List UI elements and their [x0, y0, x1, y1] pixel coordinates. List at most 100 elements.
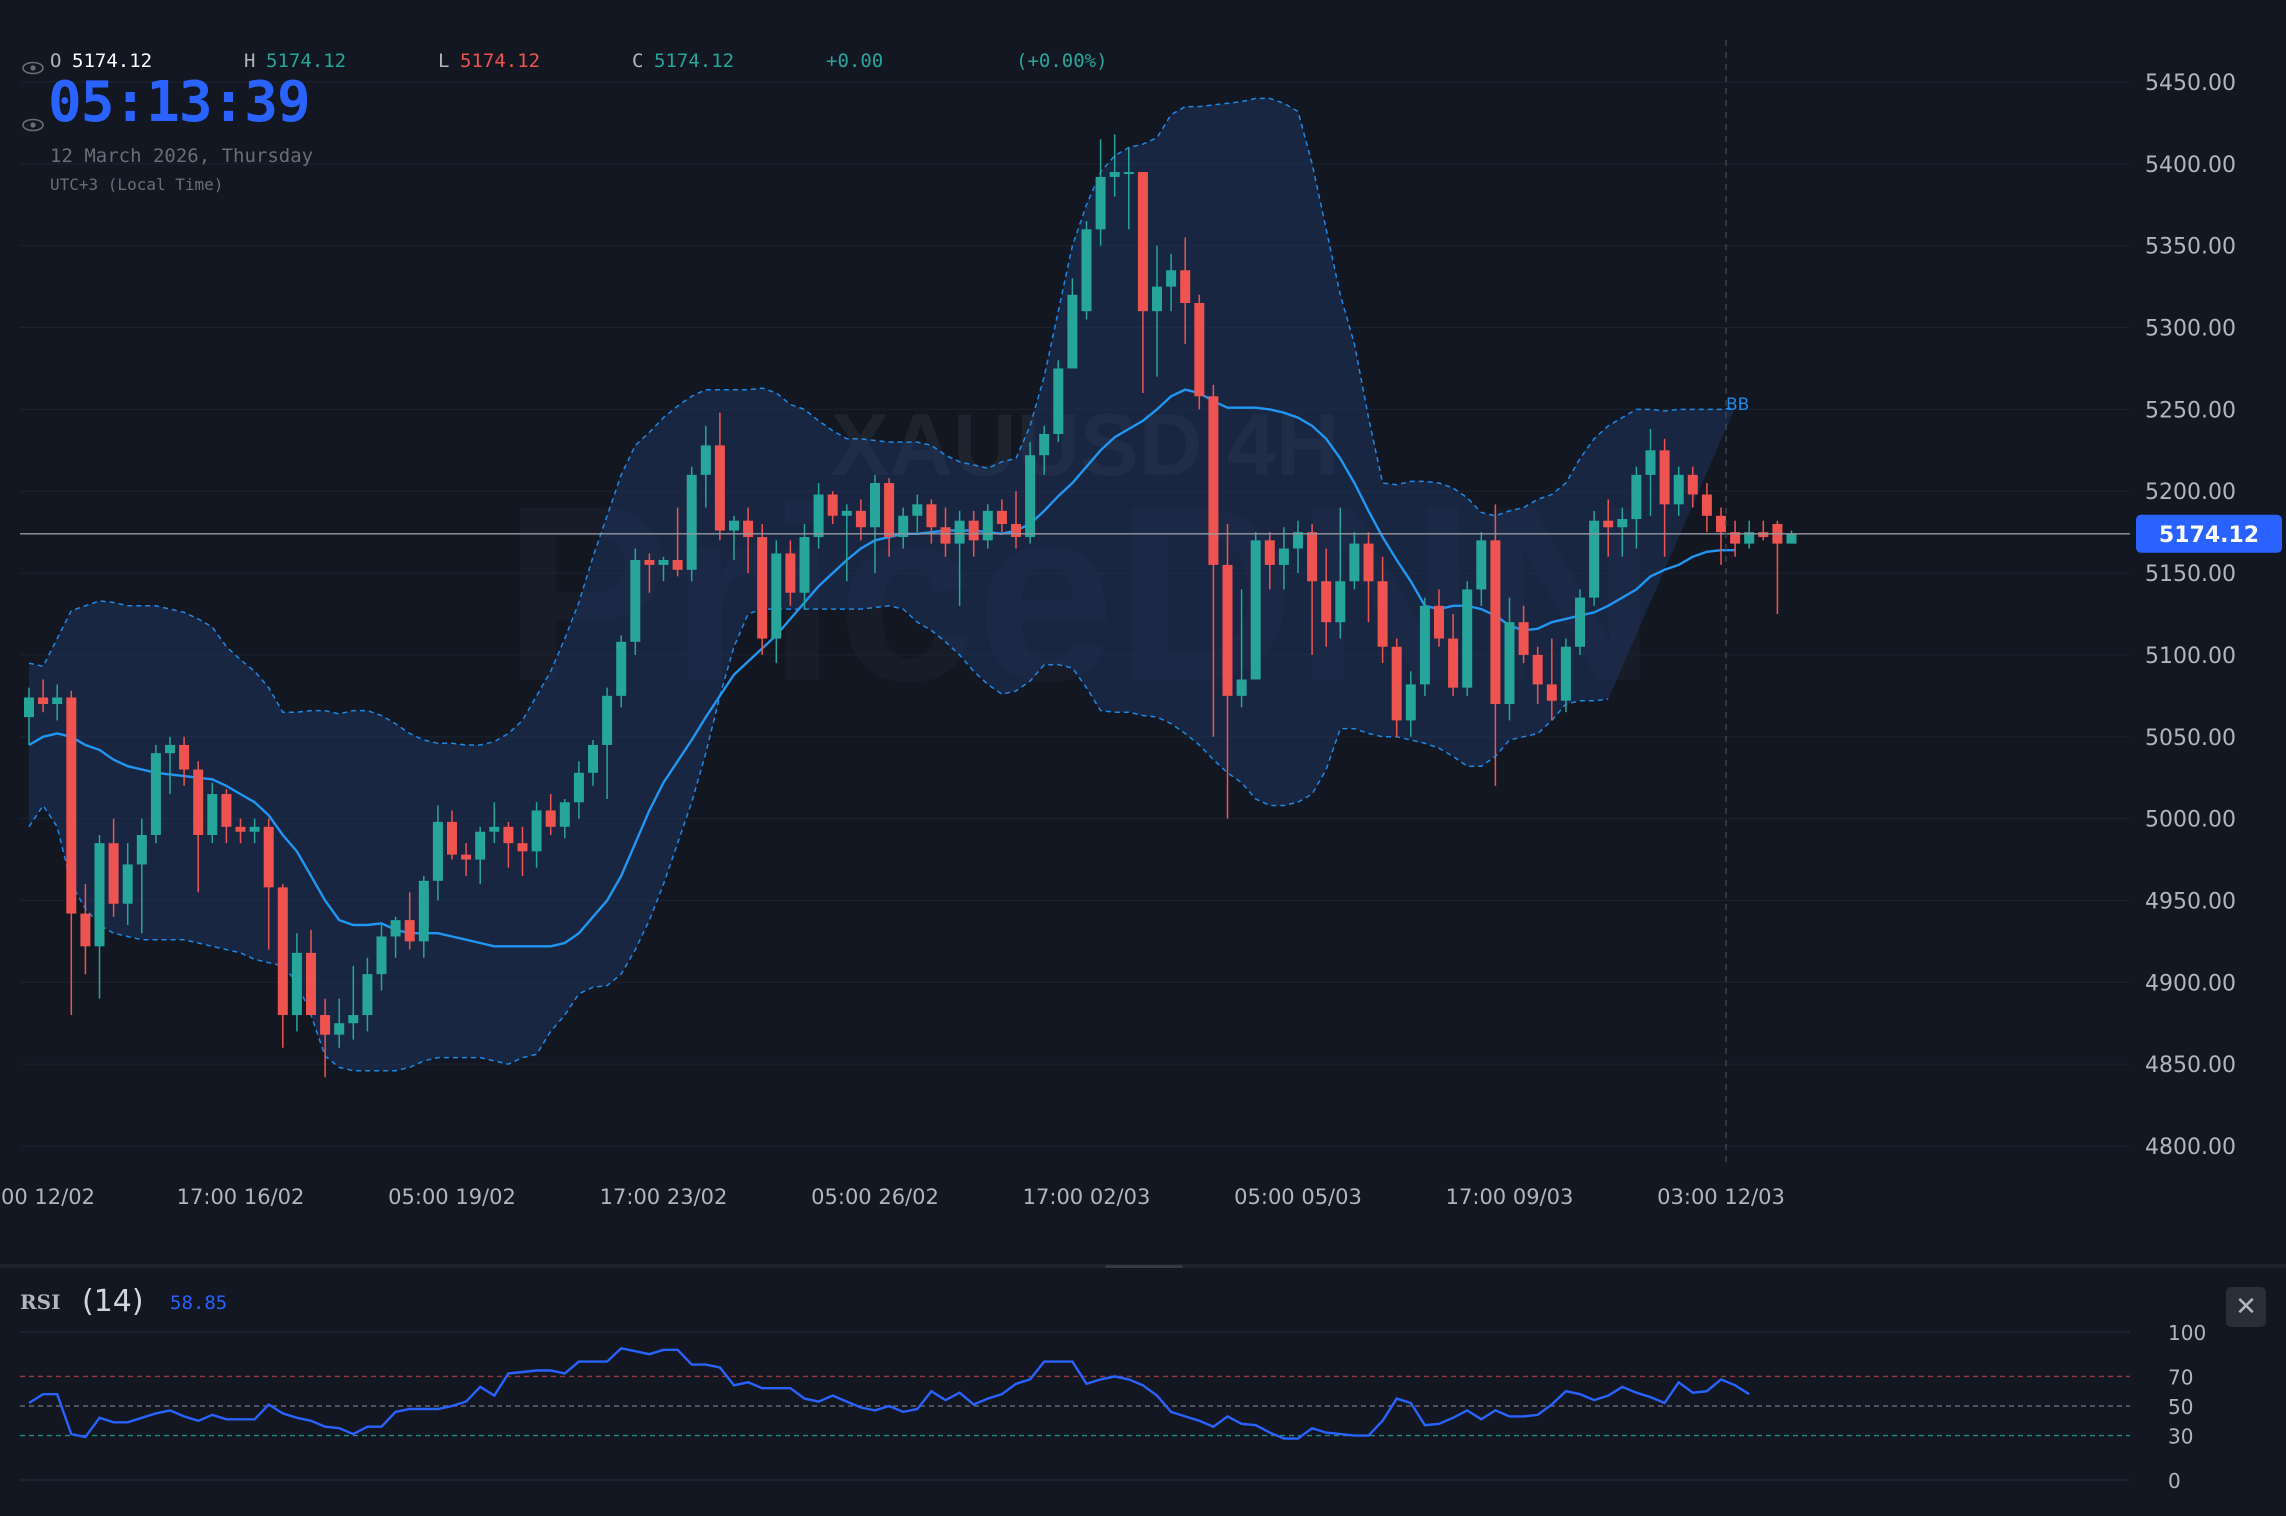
y-axis-tick: 5250.00	[2145, 398, 2236, 423]
candle-body	[1321, 581, 1332, 623]
candle-body	[1194, 302, 1205, 397]
indicator-label: BB	[1726, 395, 1749, 415]
rsi-y-tick: 100	[2168, 1321, 2206, 1345]
candle	[376, 925, 387, 991]
candle-body	[1490, 540, 1501, 705]
candle-body	[263, 826, 274, 888]
candle-body	[517, 843, 528, 852]
candle	[150, 744, 161, 844]
candle	[1419, 597, 1430, 696]
candle	[1504, 597, 1515, 721]
eye-icon[interactable]	[22, 61, 44, 75]
candle-body	[1025, 455, 1036, 538]
candle	[108, 818, 119, 917]
candle-body	[447, 821, 457, 855]
candle-body	[122, 864, 133, 904]
candle-body	[658, 559, 669, 565]
candle	[1462, 581, 1473, 696]
rsi-pane[interactable]: 100 70 50 30 0	[0, 1268, 2286, 1516]
candle-body	[884, 483, 895, 538]
candle-body	[1546, 684, 1557, 701]
candle	[1025, 442, 1036, 544]
clock-date: 12 March 2026, Thursday	[50, 145, 314, 167]
candle-body	[686, 474, 697, 570]
candle-body	[94, 843, 105, 947]
candle	[1208, 384, 1219, 737]
candle	[799, 523, 810, 610]
candle-body	[249, 826, 260, 832]
watermark-symbol: XAUUSD 4H	[831, 395, 1340, 494]
candle	[982, 504, 993, 549]
candle	[1673, 466, 1684, 516]
eye-icon[interactable]	[22, 118, 44, 132]
candle	[898, 507, 909, 549]
candle	[1589, 510, 1600, 606]
rsi-value: 58.85	[170, 1292, 228, 1314]
candle	[912, 494, 923, 533]
candle-body	[1053, 368, 1064, 434]
y-axis-tick: 4950.00	[2145, 889, 2236, 914]
candle	[503, 821, 514, 868]
candle-body	[1687, 474, 1698, 495]
candle	[1011, 491, 1021, 549]
candle	[80, 884, 91, 975]
candle-body	[432, 821, 443, 881]
candle	[517, 826, 528, 876]
candle-body	[630, 559, 641, 642]
candle	[700, 425, 711, 508]
candle	[136, 818, 147, 934]
candle-body	[799, 537, 810, 593]
candle-body	[1575, 597, 1585, 647]
candle-body	[1462, 589, 1473, 688]
candle-body	[1180, 270, 1191, 303]
candle	[757, 523, 768, 655]
candle-body	[1137, 172, 1148, 312]
candle-body	[1730, 532, 1741, 544]
candle-body	[616, 641, 627, 696]
bollinger-upper-line	[28, 97, 1736, 746]
candle-body	[1208, 396, 1219, 565]
candle-body	[644, 559, 655, 565]
candle	[686, 466, 697, 582]
candle	[1180, 237, 1191, 344]
candle-body	[1250, 540, 1261, 680]
candle	[588, 740, 598, 786]
candle-body	[404, 920, 415, 942]
candle	[1123, 147, 1134, 230]
candle	[644, 553, 655, 593]
ohlc-low-label: L	[438, 50, 450, 72]
candle	[263, 818, 274, 950]
candle-body	[1363, 543, 1374, 582]
candle	[1278, 527, 1289, 590]
last-price-tag	[2136, 514, 2282, 553]
candle-body	[1095, 176, 1106, 230]
y-axis-tick: 5050.00	[2145, 726, 2236, 751]
candle-body	[1673, 474, 1684, 505]
price-chart[interactable]: XAUUSD 4HPriceDNN5450.005400.005350.0053…	[0, 0, 2286, 1268]
candle	[1476, 532, 1487, 606]
candle-body	[320, 1015, 331, 1035]
candle	[1546, 638, 1557, 721]
candle	[1053, 360, 1064, 443]
candle-body	[348, 1015, 359, 1024]
candle-body	[954, 520, 965, 544]
candle	[235, 818, 246, 844]
ohlc-open-value: 5174.12	[72, 50, 153, 72]
candle	[714, 412, 725, 541]
candle	[1786, 530, 1797, 544]
candle-body	[573, 772, 584, 803]
rsi-line	[28, 1346, 1750, 1440]
candle	[1575, 589, 1585, 655]
candle-body	[743, 520, 754, 538]
candle-body	[855, 510, 866, 528]
candle-body	[1645, 450, 1656, 475]
candle-body	[1405, 684, 1416, 721]
candle	[841, 504, 852, 582]
candle	[743, 507, 754, 574]
candle	[320, 998, 331, 1078]
y-axis-tick: 4850.00	[2145, 1053, 2236, 1078]
close-icon[interactable]: ✕	[2226, 1287, 2266, 1327]
candle-body	[1532, 654, 1543, 685]
candle	[1321, 548, 1332, 647]
candle-body	[1391, 646, 1402, 721]
